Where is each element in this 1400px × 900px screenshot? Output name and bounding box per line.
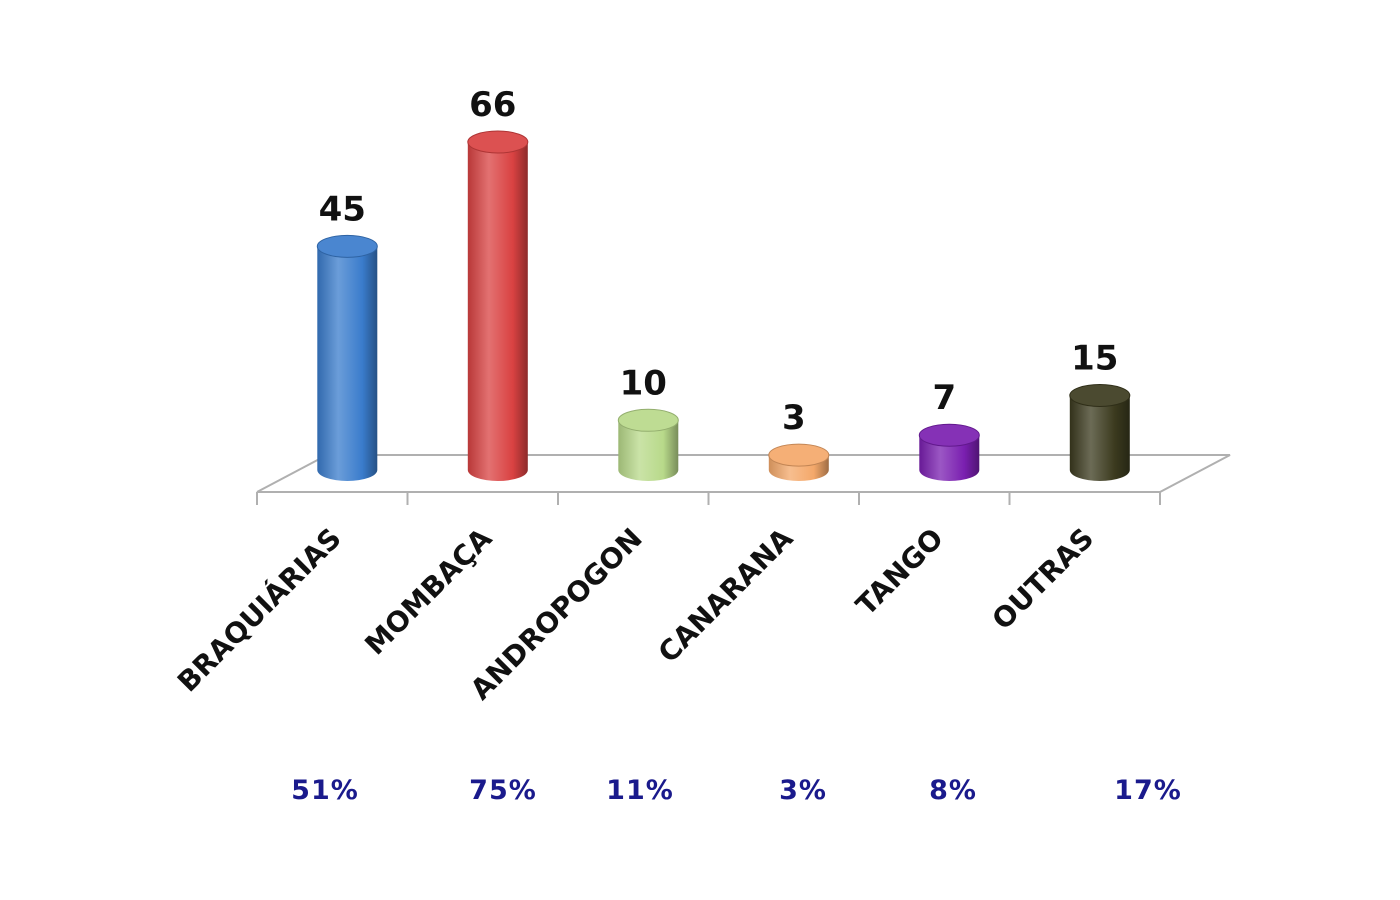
value-label: 3 <box>782 398 806 438</box>
bar-top <box>316 234 378 258</box>
value-label: 7 <box>932 378 956 418</box>
bar-top <box>768 443 830 467</box>
category-label: BRAQUIÁRIAS <box>170 521 347 698</box>
percent-label: 17% <box>1114 775 1182 806</box>
bar-outras <box>1069 383 1131 482</box>
percent-label: 75% <box>469 775 537 806</box>
percent-label: 3% <box>779 775 827 806</box>
percent-label: 11% <box>606 775 674 806</box>
bar-braqui-rias <box>316 234 378 482</box>
value-label: 66 <box>469 85 516 125</box>
bar-canarana <box>768 443 830 482</box>
bar-top <box>467 130 529 154</box>
category-label: CANARANA <box>652 521 800 669</box>
bar-top <box>1069 383 1131 407</box>
category-label: MOMBAÇA <box>358 521 498 661</box>
value-label: 10 <box>620 363 667 403</box>
bar-tango <box>918 423 980 481</box>
bar-momba-a <box>467 130 529 482</box>
value-label: 15 <box>1071 338 1118 378</box>
chart-bars <box>316 130 1131 482</box>
bar-body <box>317 246 378 482</box>
bar-top <box>918 423 980 447</box>
value-label: 45 <box>319 189 366 229</box>
bar-body <box>919 435 980 481</box>
category-label: OUTRAS <box>986 522 1101 637</box>
bar-body <box>618 420 679 482</box>
bar-body <box>1069 395 1130 482</box>
percent-label: 8% <box>929 775 977 806</box>
chart-floor <box>256 454 1231 505</box>
category-label: TANGO <box>849 522 949 622</box>
value-labels: 45 66 10 3 7 15 <box>319 85 1119 438</box>
bar-body <box>467 142 528 482</box>
bar-andropogon <box>617 408 679 482</box>
percent-label: 51% <box>291 775 359 806</box>
bar-top <box>617 408 679 432</box>
